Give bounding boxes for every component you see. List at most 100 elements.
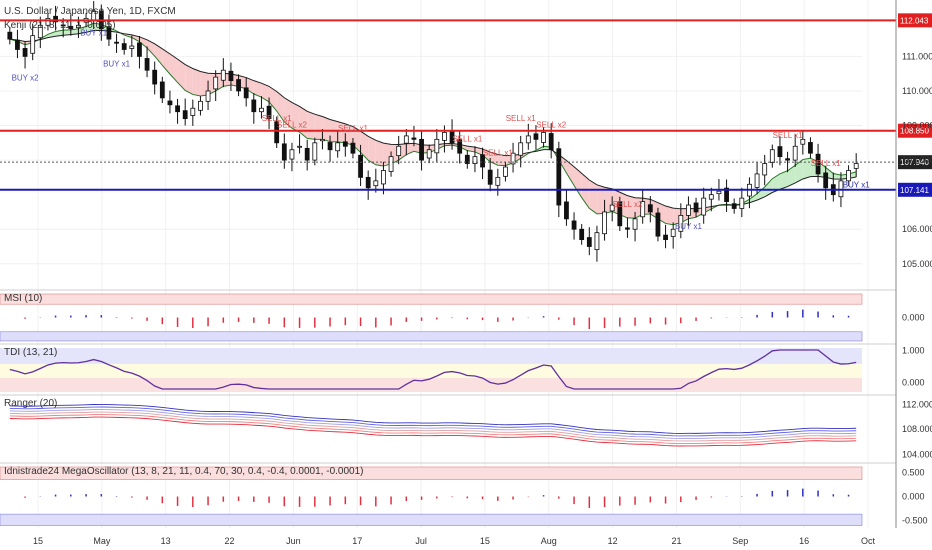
- candle: [60, 24, 66, 27]
- x-tick-label: 22: [225, 536, 235, 546]
- candle: [320, 138, 325, 142]
- candle: [724, 187, 729, 202]
- candle: [53, 15, 58, 23]
- candle: [518, 142, 524, 156]
- candle: [785, 158, 790, 161]
- price-tick-label: 108.000: [902, 155, 932, 165]
- cloud-segment: [596, 184, 605, 214]
- candle: [472, 156, 478, 164]
- cloud-segment: [185, 64, 193, 95]
- level-label-support: 107.141: [900, 186, 929, 195]
- candle: [762, 163, 768, 176]
- cloud-segment: [574, 166, 582, 198]
- panel-tick-label: 1.000: [902, 346, 925, 356]
- price-tick-label: 106.000: [902, 224, 932, 234]
- candle: [403, 135, 409, 144]
- x-tick-label: 17: [352, 536, 362, 546]
- candle: [823, 172, 829, 189]
- overbought-zone: [0, 466, 863, 480]
- cloud-segment: [269, 86, 277, 112]
- candle: [144, 58, 150, 71]
- x-tick-label: Oct: [861, 536, 876, 546]
- cloud-segment: [63, 29, 71, 36]
- candle: [510, 152, 516, 165]
- candle: [808, 142, 813, 154]
- candle: [190, 107, 196, 116]
- candle: [434, 138, 440, 154]
- slow-line: [9, 29, 857, 210]
- ranger-band: [9, 409, 857, 439]
- indicator-label: Kenji (21, 8, 11, 1, 0.005): [4, 20, 116, 31]
- signal-label: SELL x1: [338, 124, 368, 133]
- x-tick-label: Jul: [415, 536, 427, 546]
- candle: [541, 132, 546, 143]
- candle: [274, 121, 280, 144]
- signal-label: BUY x1: [843, 181, 871, 190]
- candle: [228, 70, 234, 81]
- cloud-segment: [375, 140, 384, 167]
- candle: [647, 204, 653, 213]
- candle: [495, 176, 501, 186]
- candle: [609, 204, 615, 212]
- signal-label: SELL x2: [612, 200, 642, 209]
- candle: [137, 42, 142, 57]
- candle: [266, 105, 272, 120]
- candle: [411, 137, 417, 140]
- cloud-segment: [322, 116, 331, 142]
- signal-label: SELL x1: [262, 114, 292, 123]
- ranger-band: [9, 416, 857, 447]
- candle: [114, 41, 119, 44]
- candle: [312, 142, 318, 161]
- candle: [815, 153, 821, 175]
- cloud-segment: [772, 173, 780, 193]
- candle: [464, 154, 470, 164]
- candle: [731, 203, 737, 209]
- cloud-segment: [307, 111, 315, 140]
- signal-label: BUY x1: [843, 181, 871, 190]
- cloud-segment: [764, 178, 773, 197]
- cloud-segment: [566, 160, 575, 186]
- candle: [129, 45, 135, 49]
- candle: [625, 227, 630, 230]
- cloud-segment: [779, 170, 788, 190]
- candle: [678, 215, 684, 232]
- candle: [213, 76, 219, 90]
- signal-label: BUY x1: [675, 222, 703, 231]
- candle: [853, 163, 859, 169]
- cloud-segment: [70, 28, 79, 35]
- panel-tick-label: 0.000: [902, 492, 925, 502]
- candle: [792, 145, 798, 161]
- candle: [701, 197, 707, 216]
- cloud-segment: [147, 39, 155, 57]
- candle: [525, 135, 531, 144]
- cloud-segment: [360, 131, 369, 161]
- level-label-resistance-top: 112.043: [900, 16, 929, 25]
- cloud-segment: [787, 165, 796, 187]
- candle: [205, 90, 211, 102]
- ranger-band: [9, 414, 857, 444]
- panel-tick-label: -0.500: [902, 515, 928, 525]
- cloud-segment: [482, 148, 491, 162]
- candle: [365, 176, 371, 189]
- level-tag-resistance-mid: [898, 123, 932, 138]
- candle: [480, 154, 485, 168]
- candle: [800, 138, 806, 145]
- candle: [564, 201, 569, 220]
- candle: [487, 169, 493, 185]
- panel-label-msi: MSI (10): [4, 293, 42, 304]
- candle: [708, 194, 714, 200]
- ranger-band: [9, 404, 857, 434]
- last-price-label: 107.940: [900, 158, 929, 167]
- candle: [617, 201, 623, 227]
- candle: [259, 107, 264, 113]
- candle: [686, 204, 691, 216]
- candle: [838, 180, 844, 198]
- cloud-segment: [276, 91, 285, 122]
- candle: [335, 142, 341, 152]
- x-tick-label: Aug: [541, 536, 557, 546]
- candle: [602, 211, 607, 235]
- price-tick-label: 111.000: [902, 51, 932, 61]
- candle: [571, 220, 577, 230]
- axes: 15 May 13 22 Jun 17 Jul 15 Aug 12 21 Sep 16 Oct 111.00…: [33, 0, 932, 546]
